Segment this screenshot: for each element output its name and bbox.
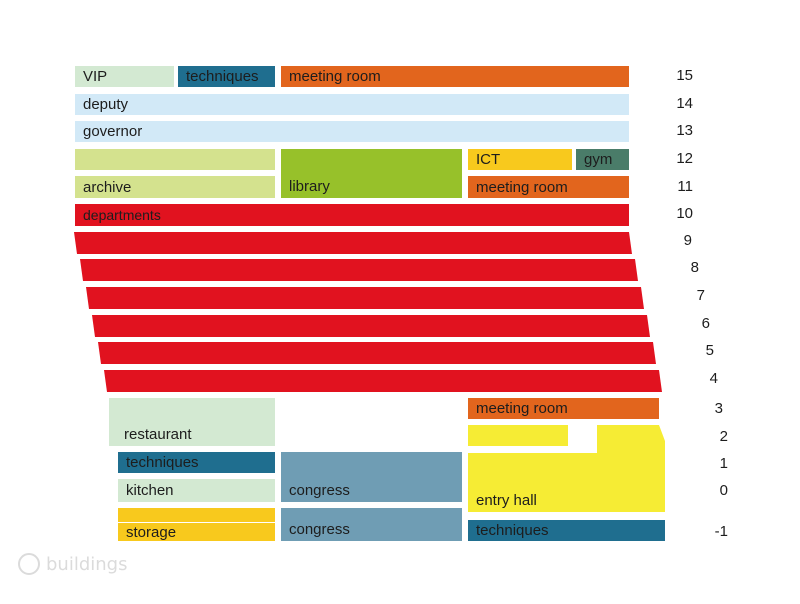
floor-number: 9 <box>683 232 692 249</box>
floor-number: 8 <box>690 259 699 276</box>
block-label: entry hall <box>476 492 537 509</box>
dept-7-slab <box>86 287 644 309</box>
archive-upper <box>75 149 275 170</box>
block-label: departments <box>83 207 161 223</box>
block-label: governor <box>83 123 143 140</box>
floor-number: 3 <box>714 400 723 417</box>
floor-number: 13 <box>676 122 693 139</box>
block-label: deputy <box>83 96 129 113</box>
floor-number: 4 <box>709 370 718 387</box>
deputy-floor: deputy <box>75 94 629 115</box>
dept-5-slab <box>98 342 656 364</box>
floor-number: 10 <box>676 205 693 222</box>
governor-floor: governor <box>75 121 629 142</box>
dept-6-slab <box>92 315 650 337</box>
block-label: congress <box>289 482 350 499</box>
block-label: VIP <box>83 68 108 85</box>
congress-hall: congress <box>281 508 462 541</box>
kitchen-room: kitchen <box>118 479 275 502</box>
block-label: kitchen <box>126 482 174 499</box>
block-label: library <box>289 178 330 195</box>
block-label: archive <box>83 178 132 196</box>
block-label: techniques <box>186 68 259 85</box>
floor-number: 15 <box>676 67 693 84</box>
block-label: restaurant <box>124 426 192 443</box>
archive-room: archive <box>75 176 275 198</box>
library-room: library <box>281 149 462 198</box>
gym-room: gym <box>576 149 629 170</box>
entry-hall: entry hall <box>468 480 618 512</box>
floor-number: 5 <box>705 342 714 359</box>
block-label: storage <box>126 523 177 541</box>
techniques-room: techniques <box>468 520 665 541</box>
floor-number: 12 <box>676 150 693 167</box>
block-label: congress <box>289 521 350 538</box>
block-label: gym <box>584 151 613 168</box>
yellow-2-shape <box>468 425 665 512</box>
dept-9-slab <box>74 232 632 254</box>
meeting-room: meeting room <box>281 66 629 87</box>
dept-8-slab <box>80 259 638 281</box>
congress-hall: congress <box>281 452 462 502</box>
meeting-room: meeting room <box>468 176 629 198</box>
block-label: meeting room <box>476 178 568 196</box>
storage-upper <box>118 508 275 522</box>
meeting-room: meeting room <box>468 398 659 419</box>
restaurant-room: restaurant <box>109 398 275 446</box>
floor-number: 11 <box>677 178 693 195</box>
dept-4-slab <box>104 370 662 392</box>
floor-number: 7 <box>696 287 705 304</box>
block-label: techniques <box>126 454 199 471</box>
block-label: techniques <box>476 522 549 539</box>
floor-number: 2 <box>719 428 728 445</box>
unlabeled-yellow-room <box>468 425 568 446</box>
block-label: meeting room <box>476 400 568 417</box>
block-label: ICT <box>476 151 501 168</box>
floor-number: 1 <box>719 455 728 472</box>
floor-number: 14 <box>676 95 693 112</box>
techniques-room: techniques <box>178 66 275 87</box>
vip-room: VIP <box>75 66 174 87</box>
floor-number: 6 <box>701 315 710 332</box>
departments-floor: departments <box>75 204 629 226</box>
floor-number: 0 <box>719 482 728 499</box>
ict-room: ICT <box>468 149 572 170</box>
floor-number: -1 <box>714 523 728 540</box>
storage-room: storage <box>118 523 275 541</box>
techniques-room: techniques <box>118 452 275 473</box>
block-label: meeting room <box>289 68 381 85</box>
